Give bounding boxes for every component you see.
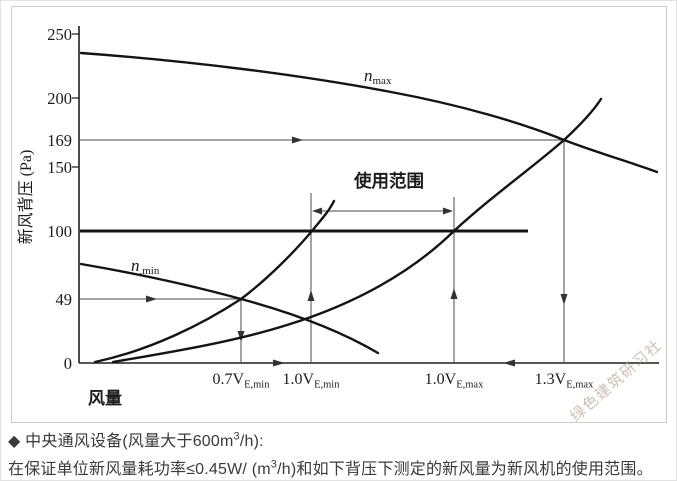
arrow-right-169pa-icon <box>292 136 303 144</box>
curves <box>79 51 659 364</box>
arrow-right-49pa-icon <box>146 295 157 303</box>
y-tick-label: 0 <box>64 354 72 373</box>
label-n-max: nmax <box>364 66 392 87</box>
axes-lines <box>78 26 659 364</box>
diamond-bullet-icon: ◆ <box>8 433 21 450</box>
y-tick-label: 150 <box>47 158 72 177</box>
y-tick-label: 100 <box>47 222 72 241</box>
footnote-2-superscript: 3 <box>270 458 278 471</box>
curve-resistance-flat <box>111 97 603 364</box>
x-tick-label-10vemin: 1.0VE,min <box>283 371 341 391</box>
x-tick-label-10vemax: 1.0VE,max <box>425 371 484 391</box>
curve-n-max <box>79 51 659 174</box>
usage-range-right-arrow-icon <box>443 207 453 215</box>
x-tick-labels: 0.7VE,min 1.0VE,min 1.0VE,max 1.3VE,max <box>213 371 595 391</box>
curve-resistance-steep <box>93 199 336 364</box>
y-tick-label: 49 <box>56 290 73 309</box>
footnote-1-text: 中央通风设备(风量大于600m <box>25 433 234 450</box>
y-tick-label: 250 <box>47 25 72 44</box>
x-tick-label-13vemax: 1.3VE,max <box>535 371 594 391</box>
arrowheads <box>146 136 568 367</box>
usage-range-label: 使用范围 <box>353 171 424 191</box>
arrow-down-13vemax-icon <box>560 294 568 305</box>
footnote-1-superscript: 3 <box>233 430 240 443</box>
guide-lines <box>80 139 565 363</box>
footnote-line-1: ◆ 中央通风设备(风量大于600m3/h): <box>8 427 264 451</box>
x-tick-label-07vemin: 0.7VE,min <box>213 371 271 391</box>
footnote-2-text-end: /h)和如下背压下测定的新风量为新风机的使用范围。 <box>277 461 653 478</box>
y-axis-title: 新风背压 (Pa) <box>17 150 35 245</box>
y-tick-label: 200 <box>47 89 72 108</box>
y-tick-label: 169 <box>47 131 72 150</box>
footnote-1-text-end: /h): <box>239 433 264 450</box>
chart-border-box <box>11 6 667 423</box>
arrow-up-10vemax-icon <box>450 288 458 299</box>
x-axis-right-arrow-icon <box>273 359 285 367</box>
x-axis-left-arrow-icon <box>503 359 515 367</box>
label-n-min: n,min <box>131 256 160 277</box>
footnote-line-2: 在保证单位新风量耗功率≤0.45W/ (m3/h)和如下背压下测定的新风量为新风… <box>8 455 653 479</box>
footnote-2-text: 在保证单位新风量耗功率≤0.45W/ (m <box>8 461 271 478</box>
fan-performance-chart: 250 200 169 150 100 49 0 0.7VE,min 1.0VE… <box>11 6 667 423</box>
x-axis-title: 风量 <box>88 388 122 408</box>
usage-range-left-arrow-icon <box>312 207 322 215</box>
y-tick-labels: 250 200 169 150 100 49 0 <box>47 25 72 373</box>
arrow-up-10vemin-icon <box>307 290 315 301</box>
y-axis-tick-marks <box>72 33 79 168</box>
